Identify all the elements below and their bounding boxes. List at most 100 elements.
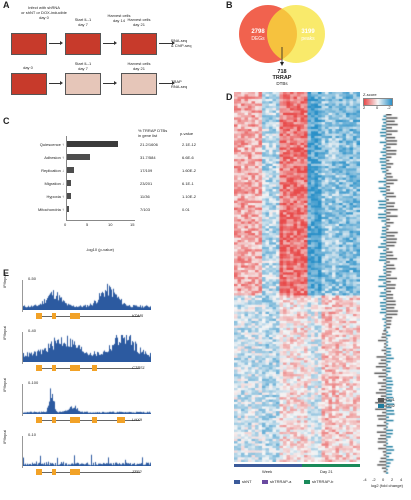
panel-c-pct-value: 17/109 (140, 168, 153, 173)
track-axis (22, 332, 23, 364)
heatmap-legend-title: Z-score (363, 92, 377, 97)
panel-a-letter: A (3, 0, 10, 10)
gene-model-line (36, 420, 140, 421)
venn-right-circle (267, 5, 325, 63)
row2-dish-2 (121, 73, 157, 95)
fold-axis-tick-0: -4 (363, 477, 367, 482)
gene-exon-block (92, 365, 97, 371)
row1-dish-1 (65, 33, 101, 55)
panel-c-bar-chart: Quiescence ↑ 21.2/1606 2.1E-12 Adhesion ↑ 31… (0, 136, 220, 236)
fold-change-bars (362, 114, 406, 474)
heatmap-bottom-label-2: Day 21 (320, 469, 333, 474)
track-axis (22, 436, 23, 468)
gene-exon-block (52, 469, 56, 475)
gene-name: CTPS1 (132, 365, 145, 370)
fold-axis-tick-4: 4 (400, 477, 403, 482)
gene-name: ZFP2 (132, 469, 142, 474)
panel-c-category-label: Mitochondria ↑ (37, 207, 64, 212)
panel-c-pct-value: 21.2/1606 (140, 142, 158, 147)
bottom-legend-swatch-1 (234, 480, 240, 484)
panel-c-category-label: Hypoxia ↑ (46, 194, 64, 199)
gene-exon-block (52, 365, 56, 371)
gene-exon-block (117, 417, 125, 423)
fold-axis-tick-1: -2 (372, 477, 376, 482)
row1-arrow-2 (159, 41, 175, 45)
panel-c-p-value: 6.1E-1 (182, 181, 194, 186)
row2-arrow-1 (103, 81, 117, 85)
panel-c-xaxis-label: -log10 (p-value) (85, 247, 114, 252)
panel-c-pct-value: 11/36 (140, 194, 150, 199)
panel-c-category-label: Migration ↓ (44, 181, 64, 186)
panel-c-category-label: Quiescence ↑ (39, 142, 64, 147)
venn-right-count: 3199 (301, 29, 315, 35)
track-signal (23, 438, 151, 466)
bottom-legend-label-2: shTRRAP-a (270, 479, 292, 484)
panel-c-xtick: 15 (130, 222, 135, 227)
venn-right-label: peaks (301, 36, 315, 42)
panel-c-category-label: Replication ↓ (41, 168, 64, 173)
row2-step2-label: Harvest cells day 21 (127, 61, 151, 71)
row1-step2-label: Harvest cells day 14 (107, 13, 131, 23)
panel-c-bar (67, 141, 118, 147)
panel-e-letter: E (3, 268, 10, 278)
gene-model-line (36, 316, 140, 317)
row1-step1-label: Start IL-1 day 7 (74, 17, 92, 27)
heatmap-legend-tick-mid: 0 (376, 105, 379, 110)
row1-dish-2 (121, 33, 157, 55)
panel-c-bar (67, 180, 72, 186)
bar-legend-label-1: Grp1 (386, 397, 395, 402)
panel-c-p-value: 1.10E-2 (182, 194, 197, 199)
bottom-legend-swatch-2 (262, 480, 268, 484)
heatmap-group-bar-2 (302, 464, 360, 467)
row2-outcome: TRAP RNA-seq (171, 79, 188, 89)
panel-c-bar (67, 193, 71, 199)
row2-step0-label: day 0 (23, 65, 33, 70)
fold-axis-tick-3: 2 (391, 477, 394, 482)
gene-exon-block (70, 469, 80, 475)
panel-c-xtick: 0 (64, 222, 67, 227)
panel-c-p-value: 0.01 (182, 207, 190, 212)
venn-overlap-count: 718 (277, 69, 286, 75)
track-scale: 0-10 (28, 432, 37, 437)
row1-outcome: RNA-seq & ChIP-seq (171, 38, 192, 48)
panel-e-tracks: IP/Input 0-50 KDM5 IP/Input 0-40 CTPS1 IP/Inpu… (0, 274, 220, 496)
track-axis (22, 280, 23, 312)
panel-c-letter: C (3, 116, 10, 126)
gene-exon-block (52, 313, 56, 319)
bottom-legend-label-3: shTRRAP-b (312, 479, 334, 484)
gene-exon-block (36, 365, 42, 371)
fold-axis-label: log2 (fold change) (370, 483, 404, 488)
row1-dish-0 (11, 33, 47, 55)
panel-c-header-pct: % TRRAP DTBs in gene list (138, 128, 168, 138)
row2-dish-1 (65, 73, 101, 95)
gene-exon-block (52, 417, 56, 423)
gene-model-line (36, 368, 140, 369)
panel-c-bar (67, 154, 90, 160)
bottom-legend-label-1: shNT (242, 479, 252, 484)
track-signal (23, 386, 151, 414)
gene-exon-block (36, 417, 42, 423)
heatmap (234, 92, 360, 462)
row2-arrow-2 (159, 81, 175, 85)
bottom-legend-swatch-3 (304, 480, 310, 484)
bar-legend-swatch-2 (378, 404, 384, 408)
venn-left-label: DEGs (251, 36, 265, 42)
track-signal (23, 334, 151, 362)
track-ylabel: IP/Input (2, 326, 7, 340)
gene-model-line (36, 472, 140, 473)
gene-exon-block (70, 417, 80, 423)
track-scale: 0-100 (28, 380, 39, 385)
track-axis (22, 384, 23, 416)
track-scale: 0-50 (28, 276, 37, 281)
panel-a-workflow: Infect with shRNA or shNT or DOX-inducib… (5, 5, 215, 115)
panel-b-letter: B (226, 0, 233, 10)
panel-c-bar (67, 167, 75, 173)
panel-c-xtick: 5 (86, 222, 89, 227)
heatmap-legend-tick-high: 2 (363, 105, 366, 110)
row2-step1-label: Start IL-1 day 7 (74, 61, 92, 71)
panel-c-category-label: Adhesion ↑ (44, 155, 64, 160)
row1-step0-label: Infect with shRNA or shNT or DOX-inducib… (21, 5, 67, 20)
bar-legend-swatch-1 (378, 398, 384, 402)
fold-axis-tick-2: 0 (382, 477, 385, 482)
gene-name: KDM5 (132, 313, 144, 318)
